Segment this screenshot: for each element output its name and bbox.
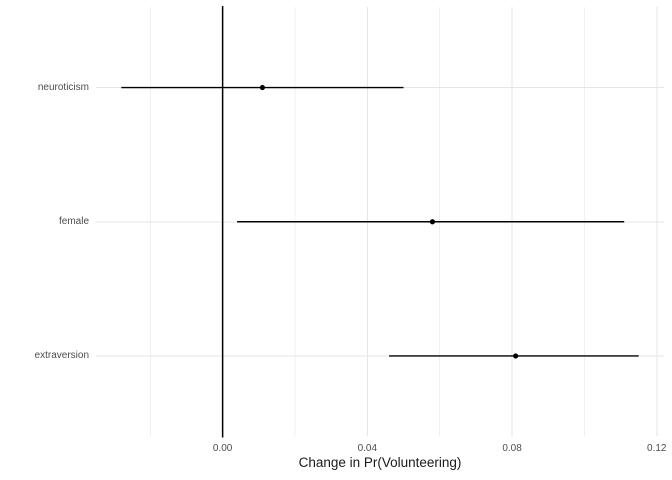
y-axis-label: neuroticism xyxy=(37,81,89,93)
x-axis-title: Change in Pr(Volunteering) xyxy=(298,455,462,470)
point-estimate xyxy=(259,84,266,91)
point-estimate xyxy=(429,219,436,225)
x-tick-label: 0.12 xyxy=(647,442,667,454)
x-tick-label: 0.04 xyxy=(357,442,378,454)
y-axis-label: extraversion xyxy=(34,349,89,361)
y-axis-label: female xyxy=(58,215,89,227)
x-tick-label: 0.08 xyxy=(502,442,522,454)
x-tick-label: 0.00 xyxy=(212,442,233,454)
point-estimate xyxy=(513,353,519,359)
